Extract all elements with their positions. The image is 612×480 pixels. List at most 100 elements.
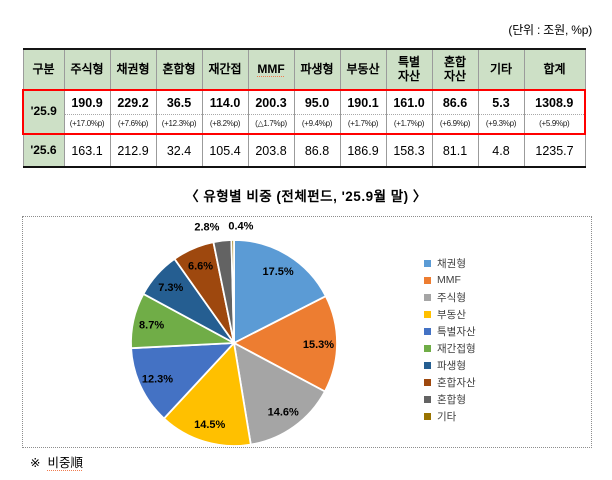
- legend-label: 파생형: [437, 359, 466, 372]
- footnote-marker: ※: [30, 456, 41, 470]
- fund-summary-table: 구분 주식형 채권형 혼합형 재간접 MMF 파생형 부동산 특별 자산 혼합 …: [22, 48, 586, 168]
- pie-slice-특별자산: [130, 341, 237, 420]
- change-value: (+9.3%p): [485, 119, 517, 128]
- legend-item-기타: 기타: [424, 410, 476, 423]
- pie-slice-label: 17.5%: [262, 266, 293, 278]
- footnote: ※ 비중順: [30, 452, 83, 471]
- legend-item-주식형: 주식형: [424, 291, 476, 304]
- col-header-fund-of-funds: 재간접: [201, 48, 249, 91]
- legend-swatch: [424, 344, 431, 352]
- value-cell: 229.2 (+7.6%p): [109, 89, 157, 135]
- legend-item-MMF: MMF: [424, 274, 476, 286]
- value-cell: 4.8: [477, 133, 525, 168]
- pie-slice-label: 6.6%: [188, 261, 213, 273]
- table-row-2025-06: '25.6 163.1 212.9 32.4 105.4 203.8 86.8 …: [22, 133, 586, 168]
- pie-slice-label: 8.7%: [139, 319, 164, 331]
- legend-item-특별자산: 특별자산: [424, 325, 476, 338]
- pie-slice-채권형: [233, 239, 328, 345]
- change-value: (+8.2%p): [209, 119, 241, 128]
- col-header-special-assets: 특별 자산: [385, 48, 433, 91]
- legend-swatch: [424, 395, 431, 403]
- value-cell: 81.1: [431, 133, 479, 168]
- legend-item-재간접형: 재간접형: [424, 342, 476, 355]
- value-cell: 190.1 (+1.7%p): [339, 89, 387, 135]
- legend-swatch: [424, 310, 431, 318]
- value-cell: 190.9 (+17.0%p): [63, 89, 111, 135]
- pie-slice-부동산: [162, 341, 252, 447]
- legend-item-부동산: 부동산: [424, 308, 476, 321]
- value-cell: 32.4: [155, 133, 203, 168]
- change-value: (△1.7%p): [255, 119, 287, 128]
- value-cell: 36.5 (+12.3%p): [155, 89, 203, 135]
- pie-slice-label: 2.8%: [194, 221, 219, 233]
- value-cell: 158.3: [385, 133, 433, 168]
- legend-swatch: [424, 378, 431, 386]
- value-cell: 203.8: [247, 133, 295, 168]
- pie-slice-label: 7.3%: [158, 282, 183, 294]
- legend-swatch: [424, 259, 431, 267]
- col-header-stock: 주식형: [63, 48, 111, 91]
- table-row-2025-09: '25.9 190.9 (+17.0%p) 229.2 (+7.6%p) 36.5(…: [22, 89, 586, 135]
- legend-label: 혼합형: [437, 393, 466, 406]
- pie-slice-label: 14.5%: [194, 419, 225, 431]
- value-cell: 86.6 (+6.9%p): [431, 89, 479, 135]
- col-header-real-estate: 부동산: [339, 48, 387, 91]
- row-label-25-6: '25.6: [22, 133, 65, 168]
- col-header-gubun: 구분: [22, 48, 65, 91]
- change-value: (+17.0%p): [69, 119, 105, 128]
- value-cell: 161.0 (+1.7%p): [385, 89, 433, 135]
- legend-swatch: [424, 361, 431, 369]
- value-cell: 5.3 (+9.3%p): [477, 89, 525, 135]
- chart-area: 17.5% 15.3% 14.6% 14.5% 12.3% 8.7% 7.3% 6.6% 2.8…: [22, 216, 592, 448]
- footnote-text: 비중順: [47, 456, 83, 470]
- legend-item-혼합형: 혼합형: [424, 393, 476, 406]
- chart-title: 〈 유형별 비중 (전체펀드, '25.9월 말) 〉: [185, 189, 427, 204]
- legend-swatch: [424, 276, 431, 284]
- change-value: (+1.7%p): [347, 119, 379, 128]
- legend-item-파생형: 파생형: [424, 359, 476, 372]
- value-cell: 114.0 (+8.2%p): [201, 89, 249, 135]
- col-header-mixed: 혼합형: [155, 48, 203, 91]
- legend-label: 재간접형: [437, 342, 476, 355]
- change-value: (+1.7%p): [393, 119, 425, 128]
- legend-label: 주식형: [437, 291, 466, 304]
- legend-item-채권형: 채권형: [424, 257, 476, 270]
- legend-label: 혼합자산: [437, 376, 476, 389]
- legend-item-혼합자산: 혼합자산: [424, 376, 476, 389]
- value-cell: 105.4: [201, 133, 249, 168]
- value-cell: 163.1: [63, 133, 111, 168]
- col-header-bond: 채권형: [109, 48, 157, 91]
- value-cell: 95.0 (+9.4%p): [293, 89, 341, 135]
- legend-label: 기타: [437, 410, 457, 423]
- legend-swatch: [424, 327, 431, 335]
- pie-slice-label: 12.3%: [142, 374, 173, 386]
- legend-label: 채권형: [437, 257, 466, 270]
- change-value: (+7.6%p): [117, 119, 149, 128]
- pie-slice-주식형: [232, 341, 327, 446]
- pie-slice-label: 0.4%: [228, 221, 253, 233]
- unit-note: (단위 : 조원, %p): [508, 23, 592, 37]
- change-value: (+12.3%p): [161, 119, 197, 128]
- total-cell: 1235.7: [523, 133, 586, 168]
- value-cell: 212.9: [109, 133, 157, 168]
- legend-swatch: [424, 412, 431, 420]
- change-value: (+5.9%p): [539, 119, 570, 128]
- pie-slice-label: 15.3%: [303, 339, 334, 351]
- change-value: (+6.9%p): [439, 119, 471, 128]
- col-header-mmf: MMF: [247, 48, 295, 91]
- pie-slice-기타: [230, 239, 235, 344]
- pie-chart: 17.5% 15.3% 14.6% 14.5% 12.3% 8.7% 7.3% 6.6% 2.8…: [130, 221, 338, 447]
- change-value: (+9.4%p): [301, 119, 333, 128]
- pie-slice-MMF: [232, 294, 338, 393]
- col-header-derivatives: 파생형: [293, 48, 341, 91]
- legend-label: MMF: [437, 274, 461, 286]
- col-header-total: 합계: [523, 48, 586, 91]
- value-cell: 186.9: [339, 133, 387, 168]
- row-label-25-9: '25.9: [22, 89, 65, 135]
- pie-slice-label: 14.6%: [268, 407, 299, 419]
- total-cell: 1308.9 (+5.9%p): [523, 89, 586, 135]
- col-header-hybrid-assets: 혼합 자산: [431, 48, 479, 91]
- legend-label: 특별자산: [437, 325, 476, 338]
